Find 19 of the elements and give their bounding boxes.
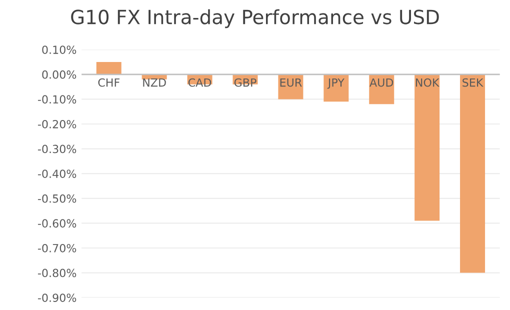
x-tick-label: EUR [280, 78, 302, 87]
y-tick-label: -0.60% [38, 219, 76, 228]
y-tick-label: 0.00% [42, 70, 76, 79]
y-tick-label: -0.20% [38, 120, 76, 128]
x-tick-label: SEK [462, 78, 484, 87]
y-tick-label: -0.80% [38, 268, 76, 278]
y-tick-label: -0.50% [38, 194, 76, 203]
y-tick-label: -0.70% [38, 244, 76, 252]
x-tick-label: JPY [327, 78, 344, 89]
x-tick-label: CHF [98, 78, 120, 87]
chart-title: G10 FX Intra-day Performance vs USD [71, 9, 439, 28]
y-tick-label: -0.40% [38, 170, 76, 178]
x-tick-label: NZD [143, 78, 166, 87]
y-tick-label: -0.10% [38, 95, 76, 104]
x-tick-label: NOK [416, 78, 440, 87]
y-tick-label: -0.90% [38, 294, 76, 302]
y-tick-label: -0.30% [38, 144, 76, 154]
y-tick-label: 0.10% [42, 46, 76, 54]
x-tick-label: AUD [370, 78, 394, 87]
